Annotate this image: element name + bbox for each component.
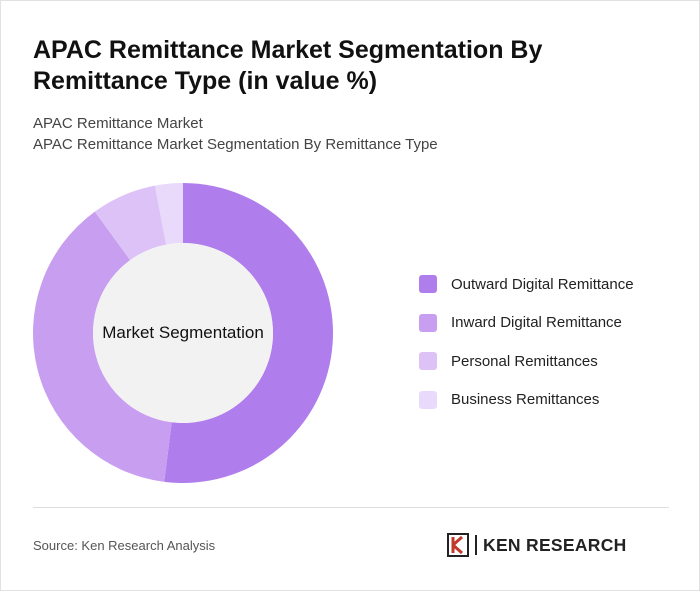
legend-item: Outward Digital Remittance xyxy=(419,265,634,304)
legend-label: Outward Digital Remittance xyxy=(451,275,634,293)
donut-slice-outward-digital-remittance xyxy=(164,183,333,483)
legend-swatch xyxy=(419,313,437,332)
legend-item: Inward Digital Remittance xyxy=(419,304,634,343)
ken-research-logo: KEN RESEARCH xyxy=(447,532,627,558)
legend-swatch xyxy=(419,390,437,409)
logo-text: KEN RESEARCH xyxy=(483,534,627,555)
donut-center-label: Market Segmentation xyxy=(102,323,264,342)
donut-hole xyxy=(93,243,273,423)
legend-label: Personal Remittances xyxy=(451,352,598,370)
chart-legend: Outward Digital Remittance Inward Digital… xyxy=(419,265,634,419)
donut-slice-inward-digital-remittance xyxy=(33,211,172,482)
footer-divider xyxy=(33,507,669,508)
logo-separator xyxy=(475,535,477,555)
source-note: Source: Ken Research Analysis xyxy=(33,538,216,553)
donut-chart xyxy=(33,183,333,483)
donut-slice-business-remittances xyxy=(154,183,183,245)
donut-slice-personal-remittances xyxy=(94,185,167,261)
legend-label: Inward Digital Remittance xyxy=(451,314,622,332)
subtitle-market: APAC Remittance Market xyxy=(33,115,203,132)
ken-research-logo-icon xyxy=(447,533,469,557)
legend-item: Business Remittances xyxy=(419,381,634,420)
chart-title: APAC Remittance Market Segmentation By R… xyxy=(33,36,543,95)
legend-swatch xyxy=(419,275,437,294)
legend-label: Business Remittances xyxy=(451,391,600,409)
subtitle-segmentation: APAC Remittance Market Segmentation By R… xyxy=(33,136,438,153)
legend-item: Personal Remittances xyxy=(419,342,634,381)
legend-swatch xyxy=(419,352,437,371)
